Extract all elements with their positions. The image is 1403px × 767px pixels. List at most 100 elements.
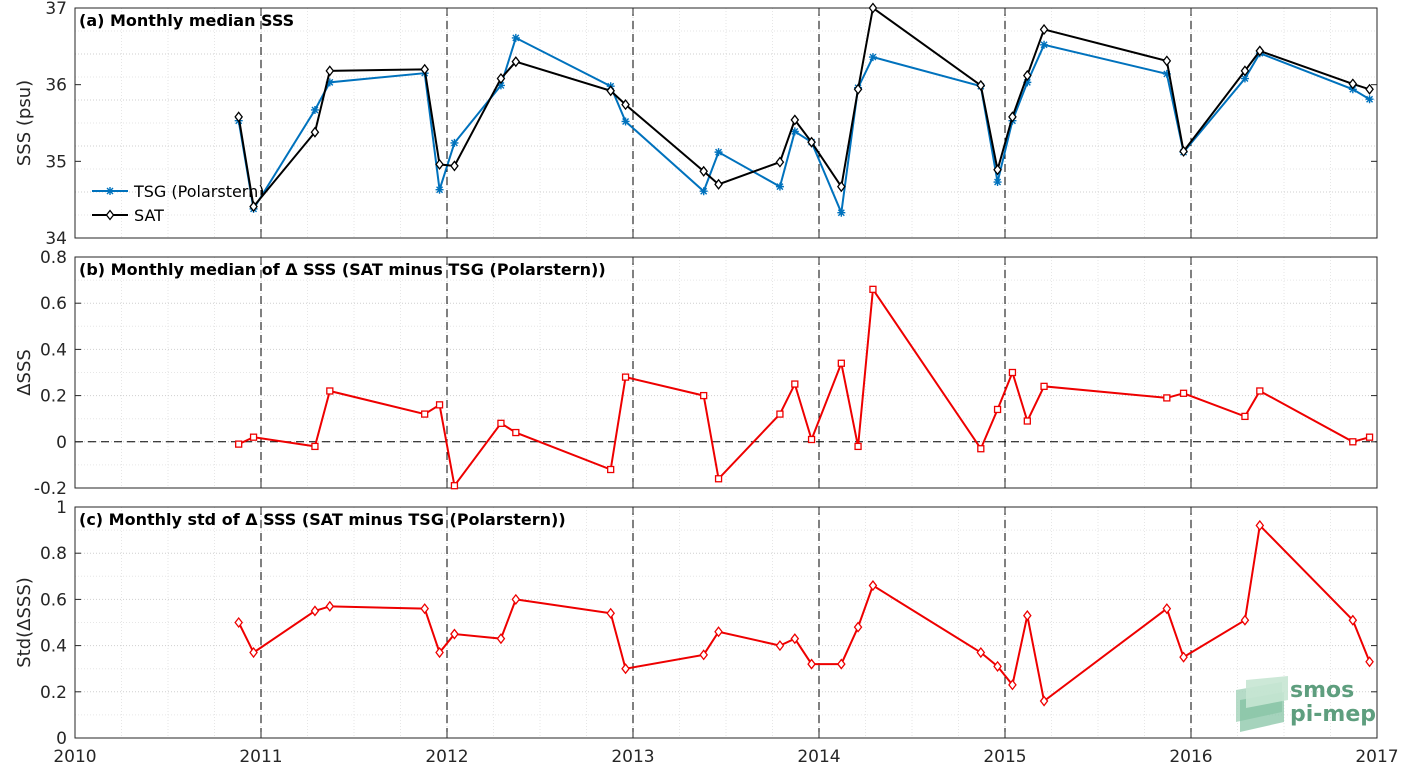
a-point — [435, 158, 444, 170]
a-point — [790, 114, 800, 126]
b-ytick-label: 0.2 — [40, 387, 67, 407]
a-point — [511, 33, 520, 42]
b-point — [1040, 382, 1048, 391]
a-point — [976, 79, 986, 91]
xtick-label: 2015 — [983, 747, 1026, 767]
c-point — [234, 616, 244, 629]
panel-b-delta-sss: -0.2 0 0.2 0.4 0.6 0.8 ΔSSS (b) Monthly median … — [14, 248, 1378, 499]
c-point — [868, 579, 878, 592]
b-point — [512, 428, 520, 437]
c-point — [993, 660, 1002, 672]
b-point — [497, 419, 505, 427]
b-ytick-label: 0.6 — [40, 294, 67, 314]
xtick-label: 2011 — [239, 747, 282, 767]
a-point — [325, 78, 334, 87]
a-series-line — [237, 36, 1371, 217]
b-title: (b) Monthly median of Δ SSS (SAT minus T… — [79, 260, 606, 279]
c-point — [1365, 656, 1374, 668]
a-point — [993, 164, 1002, 176]
c-point — [325, 600, 335, 612]
a-point — [606, 85, 616, 97]
a-grid — [74, 7, 1378, 239]
c-point — [435, 646, 444, 659]
a-y-ticks: 34 35 36 37 — [45, 0, 1377, 249]
a-point — [1162, 55, 1172, 67]
b-point — [450, 482, 459, 490]
c-point — [310, 605, 320, 617]
b-point — [1349, 438, 1357, 446]
c-point — [853, 621, 863, 633]
b-ytick-label: -0.2 — [34, 479, 67, 499]
a-point — [714, 148, 723, 157]
a-point — [234, 111, 244, 123]
c-ytick-label: 1 — [56, 498, 67, 518]
a-ylabel: SSS (psu) — [14, 80, 35, 166]
xtick-label: 2014 — [797, 747, 840, 767]
c-grid — [74, 506, 1378, 739]
b-point — [869, 285, 877, 293]
c-point — [807, 658, 816, 670]
a-series-line — [237, 6, 1370, 209]
a-legend: TSG (Polarstern) SAT — [92, 182, 264, 225]
c-x-ticks: 2010 2011 2012 2013 2014 2015 2016 2017 — [53, 507, 1399, 767]
b-point — [700, 391, 708, 400]
a-point — [496, 81, 505, 90]
a-point — [496, 72, 506, 85]
legend-label: TSG (Polarstern) — [133, 182, 264, 201]
b-point — [1163, 394, 1171, 402]
b-point — [311, 442, 319, 451]
c-ytick-label: 0.8 — [40, 544, 67, 564]
c-y-ticks: 0 0.2 0.4 0.6 0.8 1 — [40, 498, 1377, 749]
b-point — [993, 405, 1002, 414]
a-point — [1240, 65, 1250, 77]
c-point — [1179, 651, 1188, 663]
c-ytick-label: 0.2 — [40, 683, 67, 703]
b-point — [1008, 368, 1017, 377]
a-point — [621, 99, 630, 111]
a-point — [837, 208, 846, 217]
xtick-label: 2010 — [53, 747, 96, 767]
b-point — [977, 445, 985, 453]
b-series-line — [238, 286, 1370, 489]
a-point — [310, 105, 319, 114]
b-ytick-label: 0.4 — [40, 340, 67, 360]
xtick-label: 2016 — [1169, 747, 1212, 767]
a-point — [1365, 95, 1374, 104]
a-point — [1240, 74, 1249, 83]
xtick-label: 2017 — [1355, 747, 1398, 767]
c-point — [1348, 614, 1358, 626]
c-point — [1162, 603, 1172, 615]
xtick-label: 2013 — [611, 747, 654, 767]
a-point — [775, 182, 784, 191]
a-point — [1008, 111, 1017, 123]
b-ytick-label: 0 — [56, 433, 67, 453]
b-point — [854, 442, 862, 451]
b-point — [776, 410, 784, 418]
a-point — [1162, 69, 1171, 78]
b-point — [837, 359, 845, 367]
a-title: (a) Monthly median SSS — [79, 11, 294, 30]
a-point — [836, 181, 846, 193]
c-series-delta — [234, 519, 1374, 707]
c-ytick-label: 0 — [56, 729, 67, 749]
c-point — [790, 633, 800, 645]
a-point — [420, 63, 430, 75]
smos-pi-mep-logo: smos pi-mep — [1236, 676, 1376, 732]
b-point — [1365, 433, 1374, 441]
c-point — [450, 628, 459, 640]
a-point — [1365, 83, 1374, 95]
a-point — [714, 178, 723, 190]
logo-line2: pi-mep — [1290, 702, 1376, 727]
c-point — [606, 607, 616, 619]
a-point — [993, 178, 1002, 187]
c-axes-frame — [74, 506, 1378, 739]
a-x-ticks — [74, 8, 1378, 238]
a-point — [1348, 78, 1358, 90]
xtick-label: 2012 — [425, 747, 468, 767]
a-point — [1179, 145, 1188, 157]
c-point — [496, 633, 506, 645]
b-point — [807, 435, 816, 444]
c-point — [1039, 695, 1049, 707]
a-point — [1039, 23, 1049, 36]
